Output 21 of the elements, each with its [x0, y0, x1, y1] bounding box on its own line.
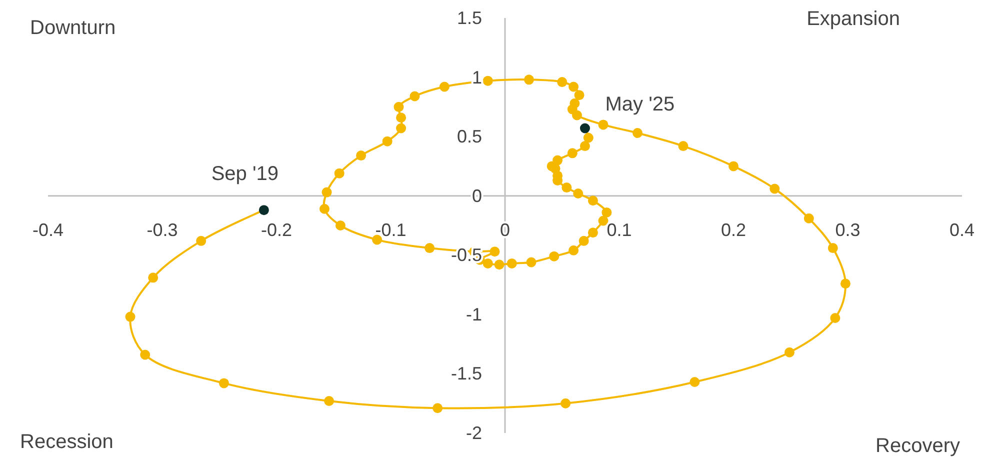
y-tick-label: 1.5 — [456, 8, 482, 28]
x-tick-label: 0.2 — [720, 220, 746, 240]
x-tick-label: -0.1 — [375, 220, 406, 240]
annotation: May '25 — [605, 93, 675, 116]
y-tick-label: -1.5 — [450, 364, 482, 384]
annotation: Downturn — [30, 17, 116, 39]
x-tick-label: -0.2 — [260, 220, 292, 240]
x-tick-label: 0.4 — [949, 220, 975, 240]
annotation: Recession — [20, 431, 114, 453]
text: Recovery — [876, 435, 960, 457]
y-tick-label: -1 — [466, 304, 482, 324]
annotation: Expansion — [806, 8, 900, 30]
y-tick-label: 0.5 — [456, 126, 482, 147]
x-tick-label: -0.3 — [146, 220, 178, 240]
y-tick-label: -2 — [466, 423, 482, 443]
annotation: Sep '19 — [211, 163, 279, 186]
y-tick-label: 0 — [472, 186, 482, 206]
x-tick-label: -0.4 — [32, 220, 64, 240]
x-tick-label: 0.1 — [606, 220, 632, 240]
x-tick-label: 0 — [500, 220, 510, 240]
x-tick-label: 0.3 — [835, 220, 860, 240]
